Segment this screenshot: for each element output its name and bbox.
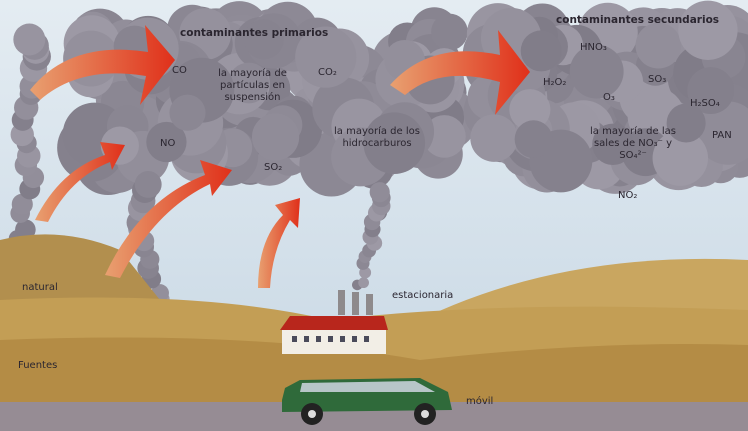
pollutant-label: la mayoría de partículas en suspensión xyxy=(205,68,300,104)
cloud-puff xyxy=(635,23,681,69)
cloud-puff xyxy=(252,113,299,160)
pollutant-label: O₃ xyxy=(603,92,615,104)
cloud-puff xyxy=(515,120,553,158)
pollutant-label: NO xyxy=(160,138,175,150)
cloud-puff xyxy=(678,1,737,60)
source-label: estacionaria xyxy=(392,290,453,302)
cloud-puff xyxy=(470,114,518,162)
pollutant-label: HNO₃ xyxy=(580,42,607,54)
cloud-puff xyxy=(370,182,390,202)
scene xyxy=(0,0,748,431)
sources-title: Fuentes xyxy=(18,360,57,372)
secondary-title: contaminantes secundarios xyxy=(556,14,719,26)
cloud-puff xyxy=(135,171,162,198)
pollutant-label: PAN xyxy=(712,130,732,142)
pollutant-label: CO xyxy=(172,65,187,77)
pollutant-label: NO₂ xyxy=(618,190,637,202)
pollutant-label: la mayoría de las sales de NO₃⁻ y SO₄²⁻ xyxy=(583,126,683,162)
pollutant-label: H₂O₂ xyxy=(543,77,566,89)
pollutant-label: CO₂ xyxy=(318,67,337,79)
cloud-puff xyxy=(169,95,205,131)
illustration: contaminantes primarios contaminantes se… xyxy=(0,0,748,431)
cloud-puff xyxy=(358,277,369,288)
cloud-puff xyxy=(13,23,45,55)
pollutant-label: la mayoría de los hidrocarburos xyxy=(332,126,422,150)
source-label: natural xyxy=(22,282,58,294)
primary-title: contaminantes primarios xyxy=(180,27,328,39)
source-label: móvil xyxy=(466,396,493,408)
pollutant-label: SO₃ xyxy=(648,74,666,86)
cloud-puff xyxy=(244,19,284,59)
cloud-puff xyxy=(431,14,468,51)
pollutant-label: H₂SO₄ xyxy=(690,98,720,110)
cloud-puff xyxy=(521,30,562,71)
pollutant-label: SO₂ xyxy=(264,162,282,174)
